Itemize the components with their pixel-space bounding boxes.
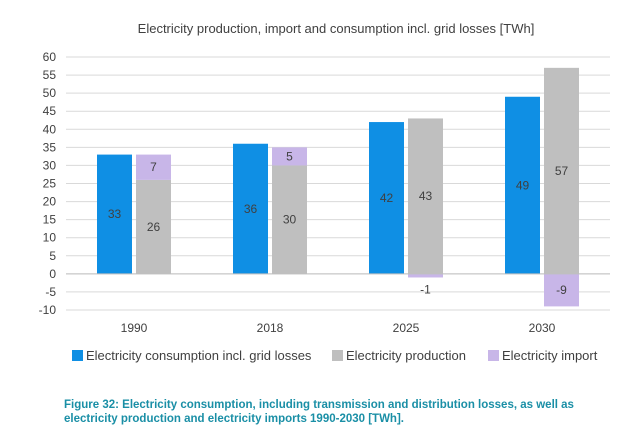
bar-import (272, 147, 307, 166)
y-tick-label: 0 (49, 267, 56, 281)
y-tick-label: -10 (39, 303, 57, 317)
legend-swatch (488, 350, 499, 361)
figure-caption: Figure 32: Electricity consumption, incl… (64, 399, 574, 425)
data-label-import: -1 (420, 282, 431, 296)
x-tick-label: 2025 (393, 321, 420, 335)
legend-label: Electricity production (346, 348, 466, 363)
bar-production (136, 179, 171, 274)
data-label-consumption: 49 (516, 178, 530, 192)
x-tick-label: 2030 (529, 321, 556, 335)
data-label-consumption: 42 (380, 191, 394, 205)
y-tick-label: 10 (43, 231, 57, 245)
data-label-production: 26 (147, 220, 161, 234)
y-tick-label: 30 (43, 158, 57, 172)
y-tick-label: 50 (43, 86, 57, 100)
y-tick-label: 45 (43, 104, 57, 118)
y-tick-label: 15 (43, 213, 57, 227)
data-label-import: -9 (556, 283, 567, 297)
legend-swatch (332, 350, 343, 361)
data-label-import: 5 (286, 149, 293, 163)
y-tick-label: 40 (43, 122, 57, 136)
chart-svg: Electricity production, import and consu… (39, 21, 610, 363)
data-label-consumption: 36 (244, 202, 258, 216)
x-tick-label: 2018 (257, 321, 284, 335)
chart-title: Electricity production, import and consu… (138, 21, 535, 36)
chart-container: Electricity production, import and consu… (39, 21, 610, 363)
data-label-production: 30 (283, 213, 297, 227)
data-label-production: 57 (555, 164, 569, 178)
bar-consumption (97, 154, 132, 274)
y-tick-label: 55 (43, 68, 57, 82)
bar-import (408, 273, 443, 278)
y-tick-label: 5 (49, 249, 56, 263)
y-tick-label: -5 (45, 285, 56, 299)
bar-import (136, 154, 171, 180)
label-layer: 33 26 7 36 30 5 42 43 -1 49 57 -9 (108, 149, 569, 297)
data-label-production: 43 (419, 189, 433, 203)
bar-layer (97, 67, 579, 307)
legend-label: Electricity consumption incl. grid losse… (86, 348, 312, 363)
y-tick-label: 20 (43, 195, 57, 209)
bar-consumption (233, 143, 268, 274)
bar-production (408, 118, 443, 274)
y-tick-label: 60 (43, 50, 57, 64)
legend: Electricity consumption incl. grid losse… (72, 348, 598, 363)
bar-consumption (369, 122, 404, 274)
y-tick-label: 35 (43, 140, 57, 154)
bar-production (272, 165, 307, 274)
bar-import (544, 273, 579, 307)
data-label-consumption: 33 (108, 207, 122, 221)
bar-production (544, 67, 579, 274)
x-tick-label: 1990 (121, 321, 148, 335)
legend-label: Electricity import (502, 348, 598, 363)
y-tick-label: 25 (43, 177, 57, 191)
data-label-import: 7 (150, 160, 157, 174)
legend-swatch (72, 350, 83, 361)
bar-consumption (505, 96, 540, 274)
